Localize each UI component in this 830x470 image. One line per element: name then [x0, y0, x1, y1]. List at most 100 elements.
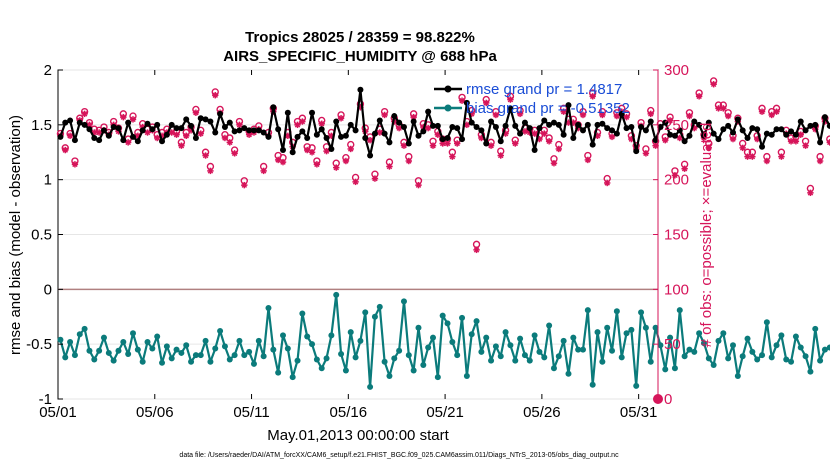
rmse-point [599, 120, 606, 127]
bias-point [212, 345, 219, 352]
obs-evaluated-point [778, 153, 785, 160]
bias-point [652, 324, 659, 331]
bias-point [294, 357, 301, 364]
bias-point [807, 368, 814, 375]
bias-point [221, 343, 228, 350]
bias-point [139, 358, 146, 365]
bias-point [347, 329, 354, 336]
bias-point [410, 367, 417, 374]
bias-line [59, 293, 830, 388]
bias-point [817, 357, 824, 364]
obs-evaluated-point [613, 112, 621, 120]
bias-point [691, 348, 698, 355]
bias-point [289, 374, 296, 381]
rmse-point [86, 126, 93, 133]
rmse-point [57, 133, 64, 140]
bias-point [183, 342, 190, 349]
bias-point [633, 382, 640, 389]
y-right-tick-label: 0 [664, 391, 672, 408]
rmse-point [492, 124, 499, 131]
rmse-point [594, 121, 601, 128]
rmse-point [255, 127, 262, 134]
obs-evaluated-point [178, 142, 185, 149]
obs-evaluated-point [724, 112, 732, 120]
bias-point [478, 348, 485, 355]
rmse-point [468, 119, 475, 126]
bias-point [188, 358, 195, 365]
y-right-tick-label: 200 [664, 172, 689, 189]
rmse-point [347, 121, 354, 128]
bias-point [342, 367, 349, 374]
obs-evaluated-point [768, 111, 775, 119]
legend-rmse-marker [444, 85, 452, 93]
bias-point [202, 337, 209, 344]
rmse-point [710, 130, 717, 137]
legend-bias-label: bias grand pr = -0.51352 [466, 100, 630, 117]
bias-point [788, 358, 795, 365]
bias-point [797, 344, 804, 351]
rmse-point [134, 138, 141, 145]
bias-point [299, 310, 306, 317]
rmse-point [188, 122, 195, 129]
x-tick-label: 05/01 [39, 404, 77, 421]
x-axis-label: May.01,2013 00:00:00 start [267, 427, 449, 444]
y-left-ticks: -1 -0.5 0 0.5 1 1.5 2 [26, 62, 63, 408]
rmse-point [444, 134, 451, 141]
obs-evaluated-point [333, 164, 340, 171]
obs-evaluated-point [642, 150, 650, 157]
rmse-point [652, 137, 659, 144]
rmse-point [589, 141, 596, 148]
rmse-point [613, 130, 620, 137]
bias-point [260, 353, 267, 360]
x-tick-label: 05/11 [233, 404, 269, 421]
bias-point [473, 318, 480, 325]
obs-evaluated-point [802, 142, 809, 149]
bias-point [541, 354, 548, 361]
obs-evaluated-point [729, 135, 737, 143]
rmse-point [459, 136, 466, 143]
bias-point [207, 358, 214, 365]
bias-point [623, 330, 630, 337]
bias-point [217, 328, 224, 335]
rmse-point [386, 139, 393, 146]
obs-evaluated-point [676, 134, 683, 142]
rmse-point [507, 105, 514, 112]
bias-point [696, 330, 703, 337]
rmse-point [488, 118, 495, 125]
bias-point [517, 335, 524, 342]
rmse-point [130, 133, 136, 140]
bias-point [821, 346, 828, 353]
obs-evaluated-point [153, 134, 161, 142]
obs-evaluated-point [555, 145, 563, 153]
bias-point [246, 348, 253, 355]
rmse-point [555, 121, 562, 128]
obs-evaluated-point [221, 134, 229, 142]
obs-evaluated-point [71, 161, 79, 168]
x-tick-label: 05/06 [136, 404, 174, 421]
bias-point [270, 346, 277, 353]
bias-point [386, 372, 393, 379]
rmse-point [105, 132, 112, 139]
obs-evaluated-point [400, 142, 408, 149]
bias-point [686, 346, 693, 353]
obs-evaluated-point [429, 142, 437, 149]
bias-point [371, 313, 378, 320]
x-tick-label: 05/31 [620, 404, 658, 421]
rmse-point [260, 129, 267, 136]
bias-point [76, 331, 83, 338]
obs-evaluated-point [453, 140, 461, 147]
bias-point [671, 365, 678, 372]
obs-evaluated-point [260, 167, 267, 175]
obs-evaluated-point [124, 139, 132, 146]
obs-evaluated-point [337, 115, 345, 122]
rmse-point [270, 104, 277, 111]
bias-point [715, 337, 722, 344]
rmse-point [333, 118, 340, 125]
rmse-point [178, 125, 185, 132]
bias-point [149, 345, 156, 352]
bias-point [62, 354, 69, 361]
bias-point [192, 352, 199, 359]
obs-evaluated-point [424, 124, 432, 132]
legend-bias-marker [444, 104, 452, 112]
bias-point [57, 336, 64, 343]
